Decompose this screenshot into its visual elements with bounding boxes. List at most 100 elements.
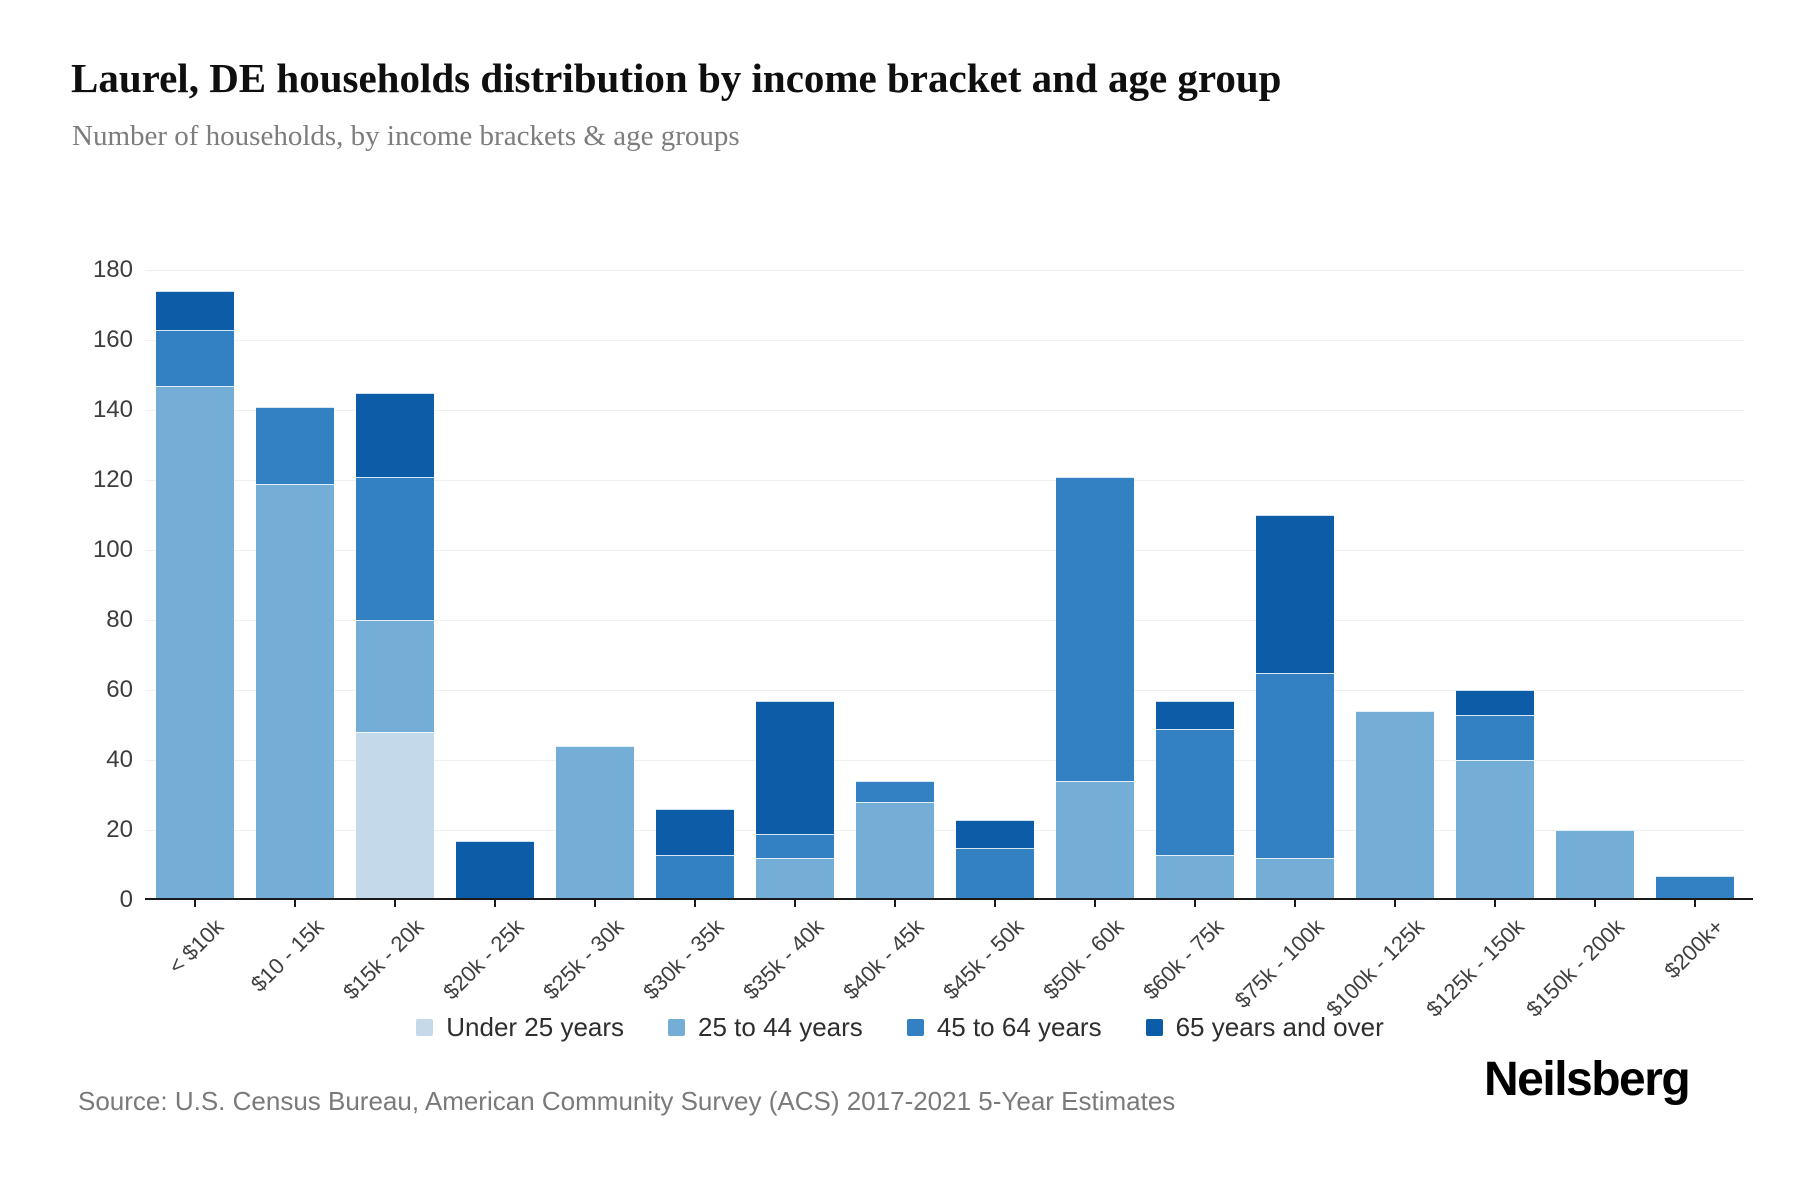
legend-label: 45 to 64 years	[936, 1012, 1102, 1042]
x-axis-tickmark	[1294, 900, 1296, 907]
bar-< $10k	[156, 291, 234, 900]
bar-segment-25 to 44 years	[1556, 830, 1634, 900]
x-axis-tickmark	[1194, 900, 1196, 907]
bar-$25k - 30k	[556, 746, 634, 900]
bar-segment-65 years and over	[456, 840, 534, 900]
bar-segment-65 years and over	[1456, 690, 1534, 715]
bar-segment-65 years and over	[1156, 700, 1234, 729]
bar-segment-45 to 64 years	[1156, 728, 1234, 855]
x-axis-tick-label: $10 - 15k	[246, 914, 329, 997]
x-axis-tickmark	[1094, 900, 1096, 907]
bar-segment-45 to 64 years	[656, 854, 734, 900]
x-axis-tick-label: $100k - 125k	[1321, 914, 1429, 1022]
legend-label: 65 years and over	[1175, 1012, 1384, 1042]
x-axis-tick-label: $35k - 40k	[738, 914, 829, 1005]
bar-$45k - 50k	[956, 819, 1034, 900]
legend-swatch	[668, 1019, 686, 1036]
source-attribution: Source: U.S. Census Bureau, American Com…	[78, 1086, 1176, 1116]
x-axis-tick-label: $15k - 20k	[338, 914, 429, 1005]
bar-segment-65 years and over	[656, 809, 734, 855]
bar-segment-65 years and over	[1256, 515, 1334, 673]
x-axis-tick-label: $200k+	[1659, 914, 1729, 984]
y-axis-tick-label: 20	[106, 816, 133, 843]
y-axis-tick-label: 100	[92, 536, 133, 563]
y-axis-tick-label: 180	[92, 256, 133, 283]
gridline-40	[145, 759, 1745, 761]
legend-label: 25 to 44 years	[698, 1012, 863, 1042]
bar-$30k - 35k	[656, 809, 734, 900]
x-axis-line	[145, 898, 1753, 900]
bar-$20k - 25k	[456, 840, 534, 900]
bar-$125k - 150k	[1456, 690, 1534, 900]
y-axis-tick-label: 160	[92, 326, 133, 353]
bar-segment-45 to 64 years	[756, 833, 834, 858]
legend: Under 25 years 25 to 44 years 45 to 64 yea…	[0, 1012, 1800, 1043]
bar-$150k - 200k	[1556, 830, 1634, 900]
x-axis-tick-label: $20k - 25k	[438, 914, 529, 1005]
x-axis-tick-label: $40k - 45k	[838, 914, 929, 1005]
x-axis-tickmark	[194, 900, 196, 907]
x-axis-tick-label: $125k - 150k	[1421, 914, 1529, 1022]
bar-segment-25 to 44 years	[1356, 711, 1434, 900]
bar-segment-45 to 64 years	[1456, 714, 1534, 760]
x-axis-tickmark	[1694, 900, 1696, 907]
bar-segment-65 years and over	[356, 392, 434, 477]
bar-segment-25 to 44 years	[156, 385, 234, 900]
gridline-140	[145, 409, 1745, 411]
bar-$40k - 45k	[856, 781, 934, 900]
y-axis-tick-label: 80	[106, 606, 133, 633]
legend-swatch	[416, 1019, 434, 1036]
bar-segment-25 to 44 years	[556, 746, 634, 900]
chart-subtitle: Number of households, by income brackets…	[72, 120, 740, 152]
x-axis-tick-label: $45k - 50k	[938, 914, 1029, 1005]
y-axis-tick-label: 0	[119, 886, 133, 913]
x-axis-tickmark	[894, 900, 896, 907]
bar-segment-45 to 64 years	[356, 476, 434, 620]
legend-swatch	[906, 1019, 924, 1036]
gridline-120	[145, 479, 1745, 481]
bar-segment-45 to 64 years	[256, 406, 334, 484]
bar-segment-25 to 44 years	[1456, 760, 1534, 900]
y-axis-tick-label: 40	[106, 746, 133, 773]
x-axis-tick-label: $50k - 60k	[1038, 914, 1129, 1005]
x-axis-tickmark	[294, 900, 296, 907]
x-axis-tick-label: $25k - 30k	[538, 914, 629, 1005]
bar-segment-25 to 44 years	[1156, 854, 1234, 900]
bar-segment-65 years and over	[756, 700, 834, 834]
gridline-20	[145, 829, 1745, 831]
bar-segment-25 to 44 years	[856, 802, 934, 900]
gridline-80	[145, 619, 1745, 621]
bar-$50k - 60k	[1056, 476, 1134, 900]
x-axis-tick-label: < $10k	[163, 914, 229, 979]
x-axis-tickmark	[394, 900, 396, 907]
legend-item-Under 25 years: Under 25 years	[416, 1012, 624, 1043]
bar-segment-65 years and over	[156, 291, 234, 330]
bar-segment-25 to 44 years	[1056, 781, 1134, 900]
x-axis-tick-label: $150k - 200k	[1521, 914, 1629, 1022]
bar-segment-45 to 64 years	[156, 329, 234, 386]
bar-segment-25 to 44 years	[356, 620, 434, 732]
bar-segment-65 years and over	[956, 819, 1034, 848]
bar-$35k - 40k	[756, 700, 834, 900]
y-axis-tick-label: 120	[92, 466, 133, 493]
bar-$75k - 100k	[1256, 515, 1334, 900]
x-axis-tickmark	[494, 900, 496, 907]
gridline-180	[145, 269, 1745, 271]
x-axis-tickmark	[794, 900, 796, 907]
legend-item-25 to 44 years: 25 to 44 years	[668, 1012, 863, 1043]
bar-segment-45 to 64 years	[1256, 672, 1334, 858]
x-axis-tickmark	[1394, 900, 1396, 907]
legend-label: Under 25 years	[446, 1012, 625, 1042]
bar-$200k+	[1656, 875, 1734, 900]
bar-segment-Under 25 years	[356, 732, 434, 900]
bar-segment-45 to 64 years	[1656, 875, 1734, 900]
bar-segment-25 to 44 years	[1256, 858, 1334, 900]
bar-segment-45 to 64 years	[856, 781, 934, 802]
bar-$60k - 75k	[1156, 700, 1234, 900]
chart-title: Laurel, DE households distribution by in…	[71, 55, 1282, 101]
legend-item-45 to 64 years: 45 to 64 years	[906, 1012, 1102, 1043]
legend-swatch	[1145, 1019, 1163, 1036]
neilsberg-logo: Neilsberg	[1484, 1053, 1691, 1106]
